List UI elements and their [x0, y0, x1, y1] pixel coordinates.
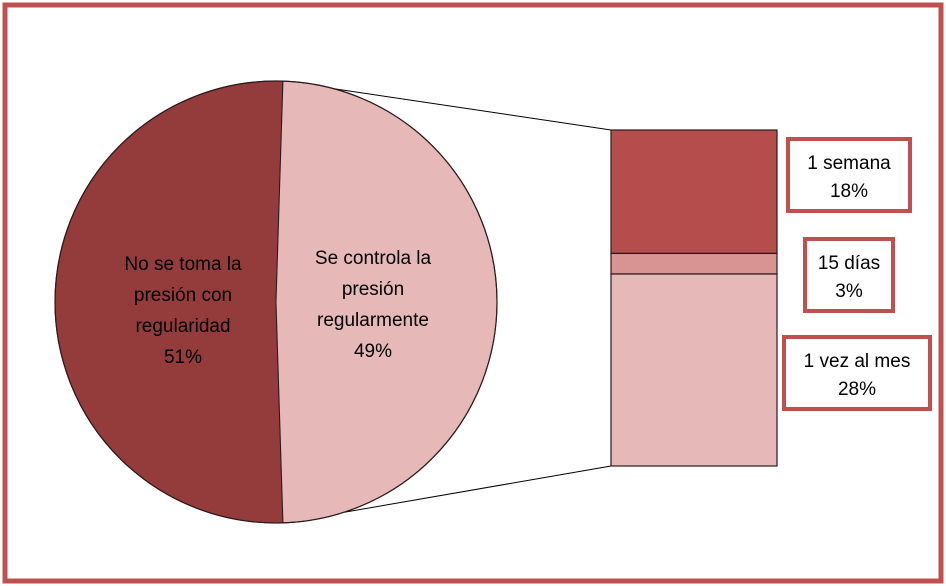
- pie: [54, 80, 498, 524]
- breakdown-label-box-2: [782, 335, 932, 411]
- breakdown-label-box-0: [786, 137, 912, 213]
- bar-segment-1: [610, 252, 778, 275]
- pie-value-1: 49%: [354, 341, 392, 362]
- pie-label-line-0-2: regularidad: [135, 316, 230, 337]
- breakdown-label-2: 1 vez al mes: [804, 351, 911, 372]
- breakdown-label-0: 1 semana: [807, 153, 891, 174]
- breakdown-bar: [610, 129, 778, 467]
- bar-segment-2: [610, 273, 778, 467]
- breakdown-labels: 1 semana 18% 15 días 3% 1 vez al mes 28%: [782, 137, 932, 411]
- pie-label-line-1-1: presión: [342, 279, 404, 300]
- pie-outline: [54, 80, 498, 524]
- breakdown-value-2: 28%: [838, 379, 876, 400]
- pie-value-0: 51%: [164, 347, 202, 368]
- breakdown-label-box-1: [803, 237, 895, 313]
- breakdown-label-1: 15 días: [818, 253, 880, 274]
- pie-label-line-0-0: No se toma la: [124, 254, 242, 275]
- pie-label-line-0-1: presión con: [134, 285, 232, 306]
- bar-segment-0: [610, 129, 778, 255]
- breakdown-value-1: 3%: [835, 281, 863, 302]
- pie-slice-regular: [275, 80, 498, 524]
- breakdown-value-0: 18%: [830, 181, 868, 202]
- pie-label-line-1-0: Se controla la: [315, 248, 432, 269]
- pie-label-line-1-2: regularmente: [317, 310, 429, 331]
- pie-labels: No se toma la presión con regularidad 51% Se…: [124, 248, 431, 368]
